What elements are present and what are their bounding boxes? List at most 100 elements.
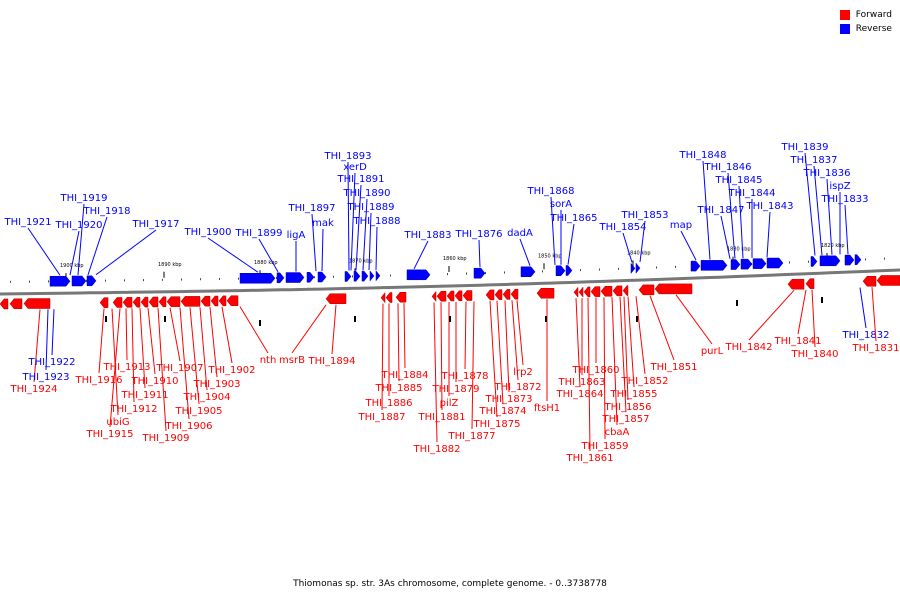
forward-gene-label-thi-1842: THI_1842 [724,342,772,353]
forward-leader-line [397,303,400,382]
reverse-gene-arrow [635,262,641,274]
forward-leader-line [603,297,606,440]
reverse-gene-label-thi-1921: THI_1921 [3,217,51,228]
scale-label: 1890 kbp [158,262,182,268]
forward-gene-arrow [158,296,167,308]
reverse-gene-label-thi-1868: THI_1868 [526,186,574,197]
forward-gene-label-thi-1924: THI_1924 [9,384,57,395]
forward-gene-label-thi-1909: THI_1909 [141,433,189,444]
reverse-gene-label-thi-1919: THI_1919 [59,193,107,204]
forward-gene-arrow [446,290,455,302]
forward-gene-arrow [200,295,211,307]
minor-tick [181,278,182,281]
forward-gene-arrow [573,286,579,298]
forward-leader-line [157,307,167,432]
forward-leader-line [496,300,504,405]
reverse-leader-line [347,161,350,271]
minor-tick [390,274,391,277]
scale-label: 1820 kbp [821,243,845,249]
reverse-gene-label-map: map [670,220,692,231]
forward-leader-line [623,296,629,401]
reverse-leader-line [368,212,372,271]
reverse-leader-line [622,232,633,263]
forward-leader-line [199,307,208,391]
forward-leader-line [433,302,438,443]
forward-gene-label-thi-1877: THI_1877 [447,431,495,442]
reverse-gene-arrow [700,260,728,271]
minor-tick [276,276,277,279]
forward-gene-arrow [99,297,109,308]
forward-gene-label-thi-1860: THI_1860 [571,365,619,376]
forward-gene-label-thi-1875: THI_1875 [472,419,520,430]
reverse-gene-arrow [406,269,431,281]
forward-gene-label-msrb: msrB [279,355,305,366]
minor-tick [542,270,543,273]
reverse-leader-line [69,230,80,276]
reverse-leader-line [355,184,362,271]
minor-tick [447,273,448,276]
forward-leader-line [859,287,867,329]
reverse-gene-label-thi-1843: THI_1843 [745,201,793,212]
forward-gene-label-thi-1832: THI_1832 [841,330,889,341]
forward-gene-label-thi-1904: THI_1904 [182,392,230,403]
forward-swatch [839,10,850,20]
reverse-gene-arrow [555,265,566,277]
forward-leader-line [635,296,646,375]
legend-forward-label: Forward [855,10,892,20]
reverse-gene-label-mak: mak [312,218,334,229]
forward-gene-label-thi-1873: THI_1873 [484,394,532,405]
forward-gene-label-thi-1878: THI_1878 [440,371,488,382]
forward-gene-label-purl: purL [701,346,724,357]
reverse-gene-label-thi-1876: THI_1876 [454,229,502,240]
legend-forward: Forward [839,8,892,22]
forward-gene-arrow [590,286,601,297]
forward-gene-label-thi-1874: THI_1874 [478,406,526,417]
forward-gene-arrow [385,292,393,303]
forward-leader-line [239,306,269,354]
forward-gene-arrow [502,289,511,300]
reverse-gene-label-thi-1846: THI_1846 [703,162,751,173]
forward-gene-arrow [218,295,227,307]
forward-gene-arrow [112,297,123,308]
scale-label: 1830 kbp [727,247,751,253]
track-marker [354,316,356,322]
reverse-gene-label-thi-1848: THI_1848 [678,150,726,161]
forward-leader-line [51,309,55,356]
reverse-gene-label-thi-1890: THI_1890 [342,188,390,199]
reverse-gene-arrow [375,270,381,282]
scale-label: 1860 kbp [443,256,467,262]
minor-tick [124,279,125,282]
forward-gene-arrow [805,278,815,289]
minor-tick [29,280,30,283]
forward-gene-label-thi-1885: THI_1885 [374,383,422,394]
forward-gene-arrow [431,290,437,303]
forward-gene-arrow [23,298,51,309]
forward-leader-line [125,308,128,361]
minor-tick [580,269,581,272]
reverse-gene-label-thi-1889: THI_1889 [346,202,394,213]
reverse-leader-line [844,204,849,255]
forward-leader-line [221,306,233,364]
scale-label: 1840 kbp [627,250,651,256]
forward-gene-arrow [787,278,805,290]
reverse-gene-arrow [306,272,315,283]
reverse-gene-arrow [276,272,285,284]
forward-leader-line [511,300,519,381]
forward-leader-line [611,297,618,426]
reverse-gene-label-thi-1837: THI_1837 [789,155,837,166]
forward-leader-line [627,296,635,388]
forward-gene-label-thi-1872: THI_1872 [493,382,541,393]
forward-gene-arrow [180,296,201,307]
reverse-leader-line [738,185,744,259]
track-marker [449,316,451,322]
forward-gene-label-thi-1863: THI_1863 [557,377,605,388]
minor-tick [466,272,467,275]
forward-gene-label-thi-1864: THI_1864 [555,389,603,400]
reverse-leader-line [87,216,108,276]
minor-tick [86,279,87,282]
forward-gene-arrow [510,288,519,300]
minor-tick [656,266,657,269]
scale-label: 1850 kbp [538,253,562,259]
forward-gene-arrow [600,285,613,297]
